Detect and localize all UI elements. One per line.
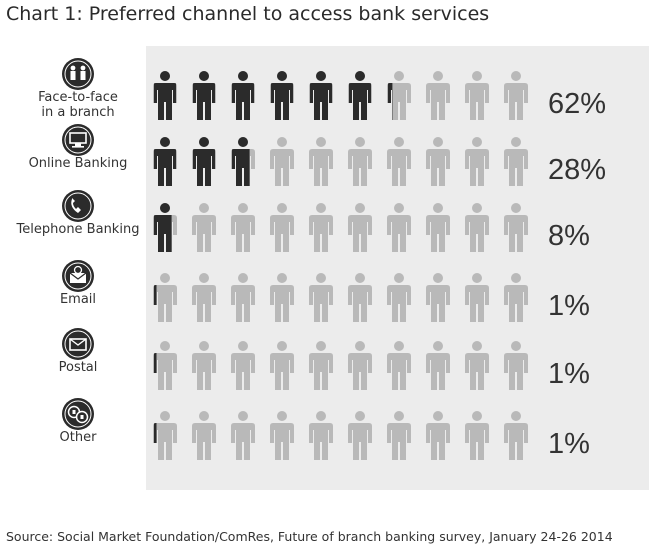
postal-envelope-icon (62, 328, 94, 360)
person-icon (309, 137, 333, 186)
person-icon (231, 71, 255, 120)
category-label: Face-to-face (38, 90, 118, 105)
person-icon (348, 411, 372, 460)
pictogram-row: Postal 1% (59, 328, 590, 390)
value-label: 62% (548, 88, 606, 120)
person-icon (231, 341, 255, 390)
person-icon (426, 137, 450, 186)
category-label: Telephone Banking (16, 222, 140, 237)
email-envelope-icon (62, 260, 94, 292)
person-icon (153, 137, 177, 186)
person-icon (426, 341, 450, 390)
source-note: Source: Social Market Foundation/ComRes,… (6, 529, 613, 544)
chart-title: Chart 1: Preferred channel to access ban… (6, 3, 490, 25)
person-icon (387, 273, 411, 322)
person-icon (387, 411, 411, 460)
category-label: Email (60, 292, 96, 307)
person-icon (231, 137, 255, 186)
person-icon (348, 203, 372, 252)
person-icon (309, 273, 333, 322)
pictogram-row: Other 1% (60, 398, 590, 460)
value-label: 1% (548, 428, 590, 460)
person-icon (426, 203, 450, 252)
person-icon (426, 71, 450, 120)
person-icon (387, 203, 411, 252)
person-icon (270, 341, 294, 390)
person-icon (231, 273, 255, 322)
person-icon (504, 137, 528, 186)
person-icon (192, 203, 216, 252)
person-icon (270, 411, 294, 460)
person-icon (309, 71, 333, 120)
person-icon (504, 273, 528, 322)
pictogram-row: Online Banking 28% (29, 124, 606, 186)
value-label: 8% (548, 220, 590, 252)
person-icon (270, 273, 294, 322)
person-icon (465, 71, 489, 120)
person-icon (504, 203, 528, 252)
person-icon (465, 273, 489, 322)
person-icon (192, 137, 216, 186)
person-icon (387, 341, 411, 390)
person-icon (192, 411, 216, 460)
person-icon (153, 71, 177, 120)
person-icon (192, 273, 216, 322)
face-to-face-people-icon (62, 58, 94, 90)
telephone-icon (62, 190, 94, 222)
person-icon (465, 203, 489, 252)
person-icon (465, 411, 489, 460)
person-icon (153, 203, 177, 252)
person-icon (504, 411, 528, 460)
person-icon (153, 273, 177, 322)
person-icon (309, 203, 333, 252)
person-icon (153, 341, 177, 390)
value-label: 1% (548, 290, 590, 322)
person-icon (270, 137, 294, 186)
person-icon (309, 411, 333, 460)
person-icon (231, 203, 255, 252)
person-icon (192, 71, 216, 120)
person-icon (426, 273, 450, 322)
value-label: 1% (548, 358, 590, 390)
person-icon (309, 341, 333, 390)
person-icon (504, 71, 528, 120)
category-label: Postal (59, 360, 98, 375)
person-icon (426, 411, 450, 460)
person-icon (387, 71, 411, 120)
category-label: in a branch (41, 105, 114, 120)
person-icon (348, 273, 372, 322)
person-icon (387, 137, 411, 186)
value-label: 28% (548, 154, 606, 186)
pictogram-row: Telephone Banking 8% (16, 190, 590, 252)
person-icon (153, 411, 177, 460)
person-icon (348, 71, 372, 120)
currency-coins-icon (62, 398, 94, 430)
computer-screen-icon (62, 124, 94, 156)
person-icon (504, 341, 528, 390)
person-icon (348, 137, 372, 186)
person-icon (465, 137, 489, 186)
category-label: Other (60, 430, 98, 445)
person-icon (231, 411, 255, 460)
category-label: Online Banking (29, 156, 128, 171)
person-icon (192, 341, 216, 390)
person-icon (270, 203, 294, 252)
pictogram-row: Email 1% (60, 260, 590, 322)
person-icon (348, 341, 372, 390)
person-icon (270, 71, 294, 120)
person-icon (465, 341, 489, 390)
